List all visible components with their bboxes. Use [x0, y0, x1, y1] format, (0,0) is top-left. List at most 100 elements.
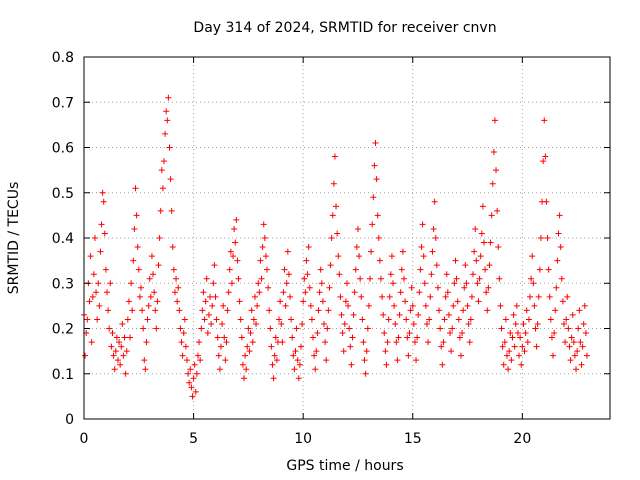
- data-point: [519, 343, 526, 350]
- data-point: [415, 311, 422, 318]
- data-point: [124, 316, 131, 323]
- data-point: [349, 334, 356, 341]
- data-point: [405, 352, 412, 359]
- data-point: [325, 307, 332, 314]
- data-point: [575, 325, 582, 332]
- data-point: [542, 153, 549, 160]
- data-point: [295, 375, 302, 382]
- data-point: [347, 343, 354, 350]
- data-point: [490, 149, 497, 156]
- data-point: [315, 307, 322, 314]
- data-point: [569, 311, 576, 318]
- y-tick-label: 0.1: [52, 367, 74, 383]
- data-point: [282, 302, 289, 309]
- data-point: [254, 302, 261, 309]
- data-point: [104, 289, 111, 296]
- data-point: [390, 280, 397, 287]
- data-point: [113, 334, 120, 341]
- data-point: [461, 284, 468, 291]
- data-point: [107, 280, 114, 287]
- data-point: [536, 266, 543, 273]
- data-point: [471, 248, 478, 255]
- data-point: [417, 266, 424, 273]
- data-point: [88, 339, 95, 346]
- data-point: [392, 320, 399, 327]
- data-point: [152, 307, 159, 314]
- data-point: [483, 289, 490, 296]
- data-point: [394, 357, 401, 364]
- data-point: [348, 361, 355, 368]
- data-point: [509, 334, 516, 341]
- data-point: [150, 271, 157, 278]
- data-point: [214, 334, 221, 341]
- data-point: [358, 293, 365, 300]
- data-point: [265, 284, 272, 291]
- data-point: [170, 266, 177, 273]
- data-point: [472, 225, 479, 232]
- data-point: [371, 162, 378, 169]
- data-point: [500, 361, 507, 368]
- data-point: [562, 339, 569, 346]
- data-point: [284, 248, 291, 255]
- data-point: [242, 352, 249, 359]
- y-tick-label: 0.4: [52, 231, 74, 247]
- data-point: [251, 293, 258, 300]
- data-point: [307, 302, 314, 309]
- data-point: [467, 316, 474, 323]
- data-point: [233, 216, 240, 223]
- data-point: [545, 266, 552, 273]
- data-point: [96, 302, 103, 309]
- data-point: [323, 357, 330, 364]
- data-point: [123, 348, 130, 355]
- data-point: [402, 298, 409, 305]
- data-point: [333, 203, 340, 210]
- data-point: [201, 316, 208, 323]
- data-point: [453, 275, 460, 282]
- data-point: [553, 284, 560, 291]
- data-point: [247, 330, 254, 337]
- data-point: [283, 280, 290, 287]
- data-point: [445, 311, 452, 318]
- x-tick-label: 10: [294, 431, 312, 447]
- data-point: [361, 357, 368, 364]
- data-point: [540, 158, 547, 165]
- data-point: [191, 361, 198, 368]
- data-point: [141, 357, 148, 364]
- data-point: [546, 293, 553, 300]
- data-point: [431, 198, 438, 205]
- data-point: [482, 266, 489, 273]
- data-point: [187, 366, 194, 373]
- data-point: [175, 284, 182, 291]
- data-point: [158, 167, 165, 174]
- data-point: [474, 280, 481, 287]
- data-point: [253, 320, 260, 327]
- data-point: [478, 230, 485, 237]
- data-point: [86, 298, 93, 305]
- data-point: [449, 325, 456, 332]
- data-point: [273, 357, 280, 364]
- data-point: [166, 144, 173, 151]
- data-point: [465, 320, 472, 327]
- data-point: [235, 275, 242, 282]
- y-tick-label: 0.7: [52, 95, 74, 111]
- data-point: [362, 370, 369, 377]
- data-point: [574, 348, 581, 355]
- data-point: [312, 366, 319, 373]
- data-point: [487, 239, 494, 246]
- data-point: [544, 235, 551, 241]
- data-point: [457, 352, 464, 359]
- data-point: [564, 293, 571, 300]
- data-point: [143, 339, 150, 346]
- data-point: [106, 325, 113, 332]
- data-point: [403, 316, 410, 323]
- data-point: [534, 320, 541, 327]
- data-point: [581, 302, 588, 309]
- data-point: [385, 316, 392, 323]
- data-point: [157, 207, 164, 214]
- data-point: [139, 307, 146, 314]
- data-point: [554, 257, 561, 264]
- data-point: [468, 293, 475, 300]
- data-point: [134, 244, 141, 251]
- data-point: [476, 275, 483, 282]
- data-point: [430, 225, 437, 232]
